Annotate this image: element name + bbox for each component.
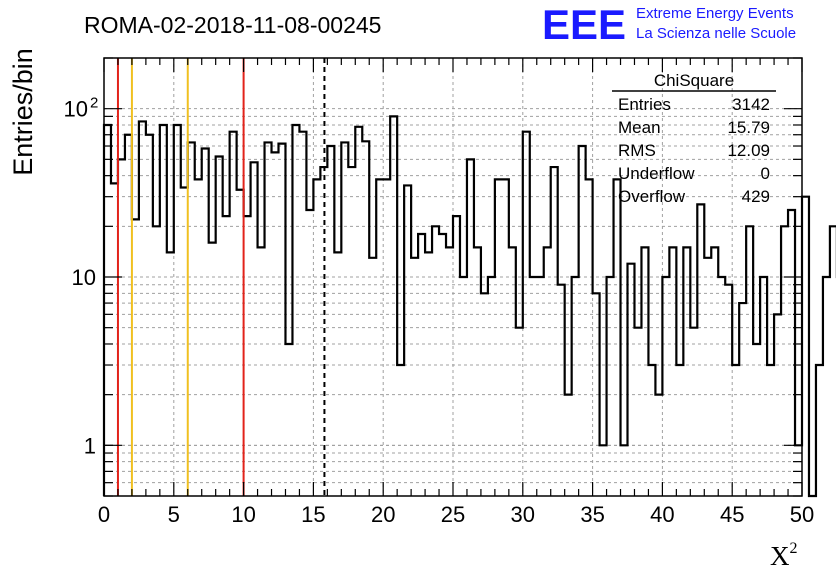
histogram-series bbox=[102, 115, 836, 498]
y-tick-label: 1 bbox=[84, 433, 96, 458]
x-tick-label: 50 bbox=[790, 502, 814, 527]
y-tick-label: 10 bbox=[64, 97, 88, 122]
stats-value-overflow: 429 bbox=[742, 187, 770, 206]
stats-value-underflow: 0 bbox=[761, 164, 770, 183]
x-tick-label: 20 bbox=[371, 502, 395, 527]
stats-label-rms: RMS bbox=[618, 141, 656, 160]
x-axis-label: X2 bbox=[770, 540, 798, 571]
x-tick-label: 45 bbox=[720, 502, 744, 527]
y-tick-label: 10 bbox=[72, 265, 96, 290]
x-tick-label: 10 bbox=[231, 502, 255, 527]
x-tick-label: 35 bbox=[580, 502, 604, 527]
eee-logo: EEE Extreme Energy Events La Scienza nel… bbox=[542, 1, 796, 48]
x-tick-label: 0 bbox=[98, 502, 110, 527]
logo-line1: Extreme Energy Events bbox=[636, 5, 794, 22]
x-tick-label: 25 bbox=[441, 502, 465, 527]
x-tick-label: 30 bbox=[511, 502, 535, 527]
logo-line2: La Scienza nelle Scuole bbox=[636, 25, 796, 42]
stats-box-title: ChiSquare bbox=[654, 71, 734, 90]
x-tick-label: 5 bbox=[168, 502, 180, 527]
stats-label-overflow: Overflow bbox=[618, 187, 686, 206]
x-tick-label: 40 bbox=[650, 502, 674, 527]
stats-value-rms: 12.09 bbox=[727, 141, 770, 160]
y-tick-exponent: 2 bbox=[90, 95, 98, 112]
chart-title: ROMA-02-2018-11-08-00245 bbox=[84, 12, 381, 38]
histogram-steps bbox=[102, 115, 836, 498]
stats-label-entries: Entries bbox=[618, 95, 671, 114]
logo-mark: EEE bbox=[542, 1, 626, 48]
stats-label-underflow: Underflow bbox=[618, 164, 695, 183]
stats-value-mean: 15.79 bbox=[727, 118, 770, 137]
stats-value-entries: 3142 bbox=[732, 95, 770, 114]
stats-label-mean: Mean bbox=[618, 118, 661, 137]
y-axis-label: Entries/bin bbox=[8, 48, 38, 176]
stats-box: ChiSquare Entries 3142 Mean 15.79 RMS 12.09 Un… bbox=[612, 71, 776, 206]
x-tick-label: 15 bbox=[301, 502, 325, 527]
